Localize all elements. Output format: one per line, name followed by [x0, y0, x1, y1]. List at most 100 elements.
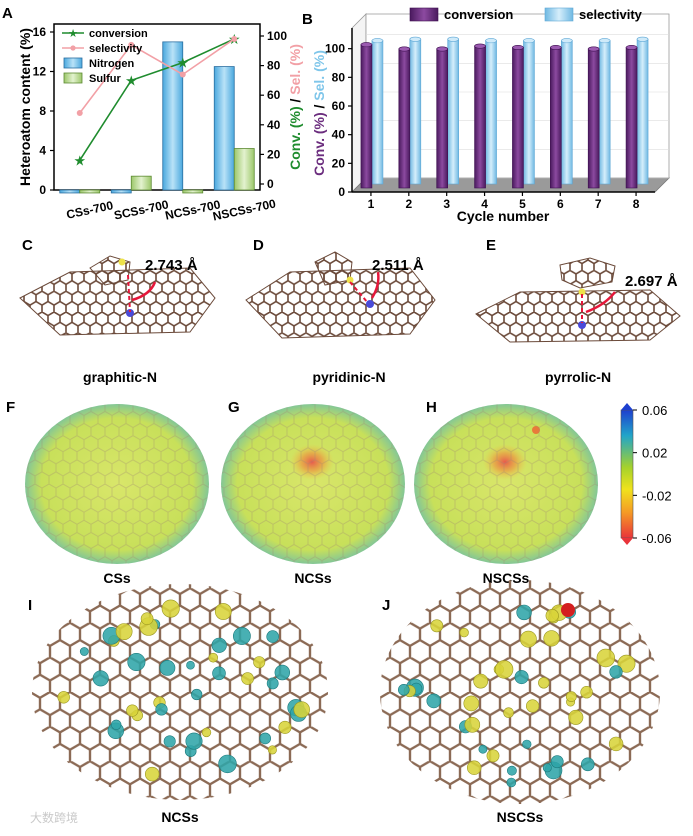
esp-lattice-h [414, 404, 598, 564]
point-conversion-1: ★ [73, 152, 86, 168]
legend-swatch-nitrogen [63, 57, 83, 69]
y-ticks-b: 0 20 40 60 80 100 [325, 34, 669, 199]
distance-label-d: 2.511 Å [372, 257, 424, 274]
nitrogen-atom-d [366, 300, 374, 308]
bar-sulfur-1 [79, 189, 101, 194]
charge-lobe-j-yellow [538, 677, 550, 689]
charge-lobe-j-yellow [486, 749, 500, 763]
bar-selectivity-7 [598, 40, 611, 185]
y2-tick-label-a: 0 [267, 177, 274, 191]
bar-sulfur-4 [233, 148, 255, 191]
charge-lobe-j-cyan [506, 765, 517, 776]
y-axis-label-b: Conv. (%) / Sel. (%) [311, 50, 327, 176]
bond-distance-line-c [127, 274, 131, 313]
graphene-sheet-e [475, 257, 681, 343]
charge-lobe-j-cyan [550, 755, 564, 769]
panel-label-i: I [28, 597, 32, 614]
legend-marker-selectivity [70, 45, 76, 51]
charge-lobe-j-yellow [565, 691, 577, 702]
x-tick-label-b: 4 [481, 197, 488, 211]
charge-lobe-j-yellow [473, 673, 489, 689]
esp-lattice-g [221, 404, 405, 564]
y2-tick-label-a: 80 [267, 59, 281, 73]
charge-lobe-j-yellow [464, 716, 481, 733]
bar-nitrogen-3 [162, 41, 184, 191]
line-selectivity [79, 38, 235, 114]
bar-top-selectivity-2 [409, 36, 422, 42]
sulfur-atom-j [561, 603, 575, 617]
charge-lobe-i-yellow [293, 701, 310, 718]
y-label-conv-b: Conv. (%) [311, 112, 327, 176]
charge-lobe-i-cyan [218, 754, 237, 774]
esp-caption-g: NCSs [294, 570, 332, 586]
y2-label-conv: Conv. (%) [287, 106, 303, 170]
bar-top-conversion-7 [587, 46, 600, 52]
bar-top-conversion-8 [625, 45, 638, 51]
panel-label-j: J [382, 597, 390, 614]
charge-lobe-j-yellow [459, 627, 469, 638]
charge-lobe-j-yellow [520, 630, 537, 648]
panel-c: C 2.743 Å graphitic-N [19, 237, 216, 385]
line-conversion [79, 38, 235, 161]
bar-top-selectivity-1 [371, 38, 384, 44]
charge-lobe-j-yellow [545, 608, 559, 623]
charge-lobe-j-cyan [397, 683, 410, 696]
colorbar-tick-label: -0.02 [642, 488, 672, 503]
charge-lobe-i-cyan [127, 652, 146, 671]
charge-lobe-i-cyan [159, 660, 176, 676]
bar-top-selectivity-8 [636, 36, 649, 42]
bar-selectivity-4 [485, 40, 497, 185]
charge-lobe-i-cyan [163, 735, 176, 748]
charge-lobe-i-cyan [259, 732, 272, 745]
legend-swatch-sulfur [63, 72, 83, 84]
charge-lobe-j-yellow [525, 699, 540, 713]
panel-a: A Heteroatom content (%) Conv. (%) / Sel… [2, 5, 303, 224]
y-tick-label-a: 4 [39, 144, 46, 158]
panel-e: E 2.697 Å pyrrolic-N [475, 237, 681, 385]
bar-top-conversion-4 [474, 43, 486, 49]
charge-lobe-j-cyan [478, 744, 488, 754]
charge-lobe-j-yellow [430, 619, 444, 633]
legend-label-selectivity-b: selectivity [579, 7, 643, 22]
x-ticks-b: 1 2 3 4 5 6 7 8 [368, 192, 640, 211]
panel-g: G NCSs [221, 399, 405, 586]
x-tick-label-a: SCSs-700 [113, 197, 170, 222]
bar-selectivity-5 [523, 40, 535, 185]
charge-lobe-j-cyan [426, 693, 442, 709]
charge-lobe-j-yellow [494, 660, 514, 679]
charge-lattice-i [32, 584, 328, 800]
charge-lobe-i-yellow [241, 672, 254, 685]
bar-top-selectivity-5 [523, 38, 535, 44]
point-selectivity-2 [128, 41, 135, 48]
bar-conversion-1 [360, 44, 373, 189]
panel-label-g: G [228, 399, 240, 416]
charge-lobe-j-yellow [617, 654, 636, 673]
x-tick-label-b: 3 [443, 197, 450, 211]
charge-lobe-j-cyan [522, 739, 532, 749]
sulfur-atom-c [118, 258, 126, 266]
bar-conversion-2 [398, 48, 411, 189]
bar-conversion-5 [512, 47, 524, 189]
bar-selectivity-3 [447, 38, 459, 185]
nitrogen-atom-e [578, 321, 586, 329]
distance-arrow-e [585, 291, 616, 314]
colorbar: 0.06 0.02 -0.02 -0.06 [620, 403, 672, 546]
charge-lobe-i-cyan [266, 630, 280, 643]
x-tick-label-b: 5 [519, 197, 526, 211]
structure-caption-e: pyrrolic-N [545, 369, 611, 385]
charge-lobe-j-cyan [516, 604, 532, 621]
sulfur-atom-e [578, 288, 586, 296]
charge-lobe-i-cyan [266, 677, 279, 690]
distance-label-c: 2.743 Å [145, 257, 198, 274]
bar-selectivity-2 [409, 38, 422, 185]
point-selectivity-1 [76, 109, 83, 116]
bar-top-conversion-1 [360, 42, 373, 48]
charge-lobe-j-cyan [609, 665, 623, 679]
legend-swatch-conversion-b [409, 7, 439, 22]
charge-caption-j: NSCSs [497, 809, 544, 825]
x-tick-label-a: NSCSs-700 [211, 196, 277, 223]
colorbar-top-cap [621, 403, 633, 410]
panel-f: F CSs [6, 399, 209, 586]
charge-lobe-i-yellow [57, 691, 70, 704]
